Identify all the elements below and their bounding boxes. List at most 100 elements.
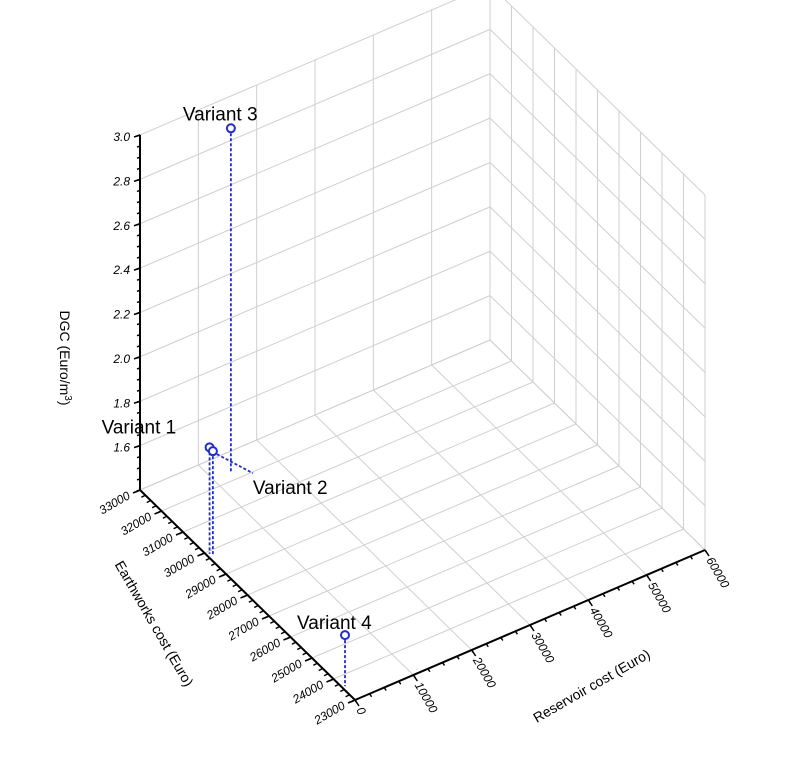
back-wall-grid-line — [139, 295, 491, 447]
x-axis-minor-tick — [383, 687, 387, 691]
y-axis-minor-tick — [286, 636, 291, 640]
z-axis-minor-tick — [136, 278, 141, 281]
z-axis-minor-tick — [136, 478, 141, 481]
y-axis-minor-tick — [350, 699, 356, 703]
y-tick-label: 31000 — [140, 530, 176, 559]
side-wall-grid-line — [489, 162, 706, 373]
drop-lines — [208, 128, 346, 687]
x-axis-minor-tick — [529, 624, 533, 629]
point-label: Variant 1 — [102, 417, 177, 438]
z-axis-minor-tick — [136, 200, 141, 204]
y-axis-minor-tick — [227, 578, 232, 582]
y-axis-minor-tick — [184, 536, 189, 540]
y-tick-label: 25000 — [268, 656, 305, 685]
z-tick-label: 1.8 — [113, 396, 130, 410]
z-axis-minor-tick — [136, 422, 141, 426]
x-axis-minor-tick — [471, 649, 475, 654]
y-axis-minor-tick — [253, 604, 259, 609]
axes — [139, 135, 706, 701]
side-wall-grid-line — [489, 339, 706, 551]
y-tick-label: 27000 — [225, 614, 262, 643]
z-axis-minor-tick — [136, 367, 141, 370]
x-axis-minor-tick — [514, 630, 519, 635]
y-axis-minor-tick — [178, 531, 184, 535]
y-axis-minor-tick — [162, 515, 168, 519]
x-axis-minor-tick — [704, 549, 708, 554]
y-axis-minor-tick — [291, 641, 297, 645]
side-wall-grid-line — [489, 206, 706, 418]
side-wall-grid-line — [489, 117, 706, 329]
x-tick-label: 10000 — [412, 680, 441, 716]
side-wall-grid-line — [489, 295, 706, 506]
y-axis-minor-tick — [221, 573, 227, 577]
y-tick-label: 24000 — [289, 677, 326, 706]
z-tick-label: 2.6 — [112, 219, 130, 233]
y-axis-minor-tick — [339, 688, 345, 693]
y-tick-label: 23000 — [311, 698, 348, 727]
x-tick-label: 60000 — [703, 555, 732, 591]
y-axis-minor-tick — [141, 494, 146, 498]
floor-grid-line — [247, 444, 598, 596]
y-axis-minor-tick — [259, 610, 264, 614]
z-axis-minor-tick — [136, 467, 141, 470]
x-axis-minor-tick — [573, 605, 577, 610]
labels: Reservoir cost (Euro) Earthworks cost (E… — [57, 104, 653, 725]
y-axis-minor-tick — [205, 557, 211, 561]
side-wall-grid-line — [489, 73, 706, 285]
z-tick-label: 1.6 — [113, 441, 130, 455]
grid-lines — [139, 0, 706, 701]
x-tick-label: 20000 — [470, 654, 499, 691]
z-axis-minor-tick — [136, 178, 141, 182]
x-axis-minor-tick — [646, 574, 650, 579]
z-axis-minor-tick — [136, 311, 141, 315]
y-axis-minor-tick — [280, 631, 286, 635]
y-axis-minor-tick — [302, 652, 307, 656]
z-axis-minor-tick — [136, 223, 141, 226]
x-axis-minor-tick — [427, 668, 431, 673]
x-tick-label: 30000 — [528, 630, 557, 666]
z-axis-minor-tick — [136, 389, 141, 392]
y-axis-minor-tick — [318, 667, 324, 672]
y-axis-label: Earthworks cost (Euro) — [112, 558, 197, 689]
x-axis-minor-tick — [543, 618, 548, 623]
y-axis-minor-tick — [275, 625, 281, 630]
y-axis-minor-tick — [173, 526, 178, 530]
point-label: Variant 3 — [183, 104, 258, 125]
z-axis-minor-tick — [136, 300, 141, 304]
floor-grid-line — [311, 507, 663, 659]
z-axis-minor-tick — [136, 145, 141, 148]
x-axis-minor-tick — [368, 693, 373, 698]
x-axis-minor-tick — [441, 662, 446, 666]
data-point — [340, 630, 351, 641]
x-axis-minor-tick — [456, 655, 460, 660]
y-axis-minor-tick — [157, 510, 162, 514]
x-tick-label: 0 — [353, 705, 369, 718]
x-tick-label: 50000 — [645, 580, 674, 616]
z-axis-minor-tick — [136, 333, 141, 337]
z-axis-minor-tick — [136, 356, 141, 359]
y-axis-minor-tick — [345, 694, 350, 698]
x-axis-minor-tick — [675, 562, 679, 566]
y-axis-minor-tick — [329, 678, 334, 682]
y-axis-minor-tick — [334, 683, 340, 687]
z-axis-minor-tick — [136, 411, 141, 415]
back-wall-grid-line — [139, 28, 491, 180]
z-axis-minor-tick — [136, 433, 141, 437]
x-axis-minor-tick — [587, 599, 591, 604]
z-axis-minor-tick — [136, 167, 141, 170]
z-axis-label-main: DGC (Euro/m — [57, 310, 73, 395]
z-axis-minor-tick — [136, 245, 141, 248]
floor-grid-line — [290, 486, 641, 638]
y-tick-label: 33000 — [97, 488, 133, 517]
back-wall-grid-line — [139, 73, 491, 225]
y-axis-minor-tick — [243, 594, 248, 598]
y-tick-label: 28000 — [203, 593, 240, 622]
back-wall-grid-line — [139, 0, 457, 136]
z-axis-minor-tick — [136, 489, 141, 492]
y-axis-minor-tick — [151, 505, 157, 509]
back-wall-grid-line — [139, 117, 491, 269]
x-tick-label: 40000 — [587, 605, 616, 641]
y-axis-minor-tick — [248, 599, 254, 603]
x-axis-minor-tick — [558, 612, 562, 616]
